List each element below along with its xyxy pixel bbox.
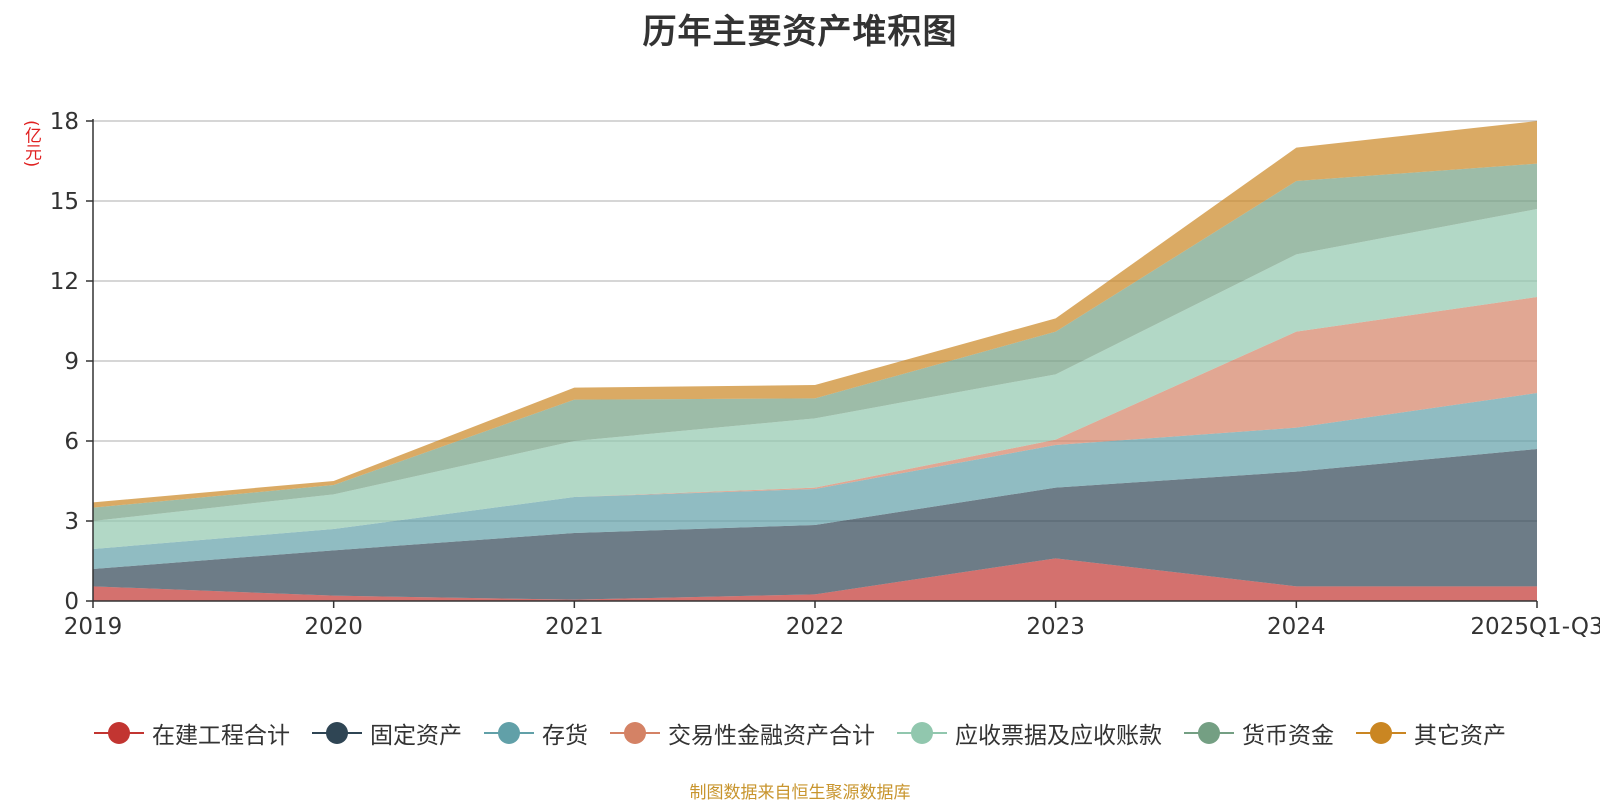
x-tick-label: 2024 xyxy=(1267,614,1326,640)
legend-label: 在建工程合计 xyxy=(152,723,290,749)
x-tick-label: 2020 xyxy=(304,614,363,640)
chart-title: 历年主要资产堆积图 xyxy=(642,12,958,52)
y-tick-label: 12 xyxy=(50,269,79,295)
area-series-0 xyxy=(93,558,1537,601)
legend-item[interactable]: 货币资金 xyxy=(1184,716,1334,750)
area-series-1 xyxy=(93,449,1537,600)
legend-marker-icon xyxy=(312,721,362,745)
legend-item[interactable]: 交易性金融资产合计 xyxy=(610,716,875,750)
legend-item[interactable]: 存货 xyxy=(484,716,588,750)
y-tick-label: 18 xyxy=(50,109,79,135)
legend-label: 应收票据及应收账款 xyxy=(955,723,1162,749)
legend-marker-icon xyxy=(610,721,660,745)
legend-label: 存货 xyxy=(542,723,588,749)
legend-item[interactable]: 其它资产 xyxy=(1356,716,1506,750)
x-tick-label: 2019 xyxy=(64,614,123,640)
area-layer xyxy=(93,121,1537,601)
area-series-4 xyxy=(93,209,1537,549)
y-tick-label: 15 xyxy=(50,189,79,215)
area-series-5 xyxy=(93,163,1537,521)
legend-marker-icon xyxy=(484,721,534,745)
legend-label: 其它资产 xyxy=(1414,723,1506,749)
legend-item[interactable]: 固定资产 xyxy=(312,716,462,750)
data-source-note: 制图数据来自恒生聚源数据库 xyxy=(689,783,911,803)
axis-layer: 0 3 6 9 12 15 18 2019 2020 2021 2022 2023 2024 2025Q1… xyxy=(50,109,1600,640)
legend-marker-icon xyxy=(1356,721,1406,745)
legend-marker-icon xyxy=(1184,721,1234,745)
x-tick-label: 2021 xyxy=(545,614,604,640)
y-tick-label: 3 xyxy=(64,509,79,535)
legend-label: 固定资产 xyxy=(370,723,462,749)
legend-label: 交易性金融资产合计 xyxy=(668,723,875,749)
x-tick-label: 2025Q1-Q3 xyxy=(1470,614,1600,640)
legend-marker-icon xyxy=(897,721,947,745)
legend-marker-icon xyxy=(94,721,144,745)
y-tick-label: 9 xyxy=(64,349,79,375)
chart-legend: 在建工程合计 固定资产 存货 交易性金融资产合计 应收票据及应收账款 货币资金 其它资产 xyxy=(0,716,1600,750)
legend-label: 货币资金 xyxy=(1242,723,1334,749)
area-series-3 xyxy=(93,297,1537,549)
x-tick-label: 2022 xyxy=(786,614,845,640)
legend-item[interactable]: 在建工程合计 xyxy=(94,716,290,750)
area-series-2 xyxy=(93,393,1537,569)
y-tick-label: 0 xyxy=(64,589,79,615)
x-tick-label: 2023 xyxy=(1026,614,1085,640)
y-axis-unit-label: (亿元) xyxy=(21,120,41,168)
y-tick-label: 6 xyxy=(64,429,79,455)
area-series-6 xyxy=(93,121,1537,508)
legend-item[interactable]: 应收票据及应收账款 xyxy=(897,716,1162,750)
